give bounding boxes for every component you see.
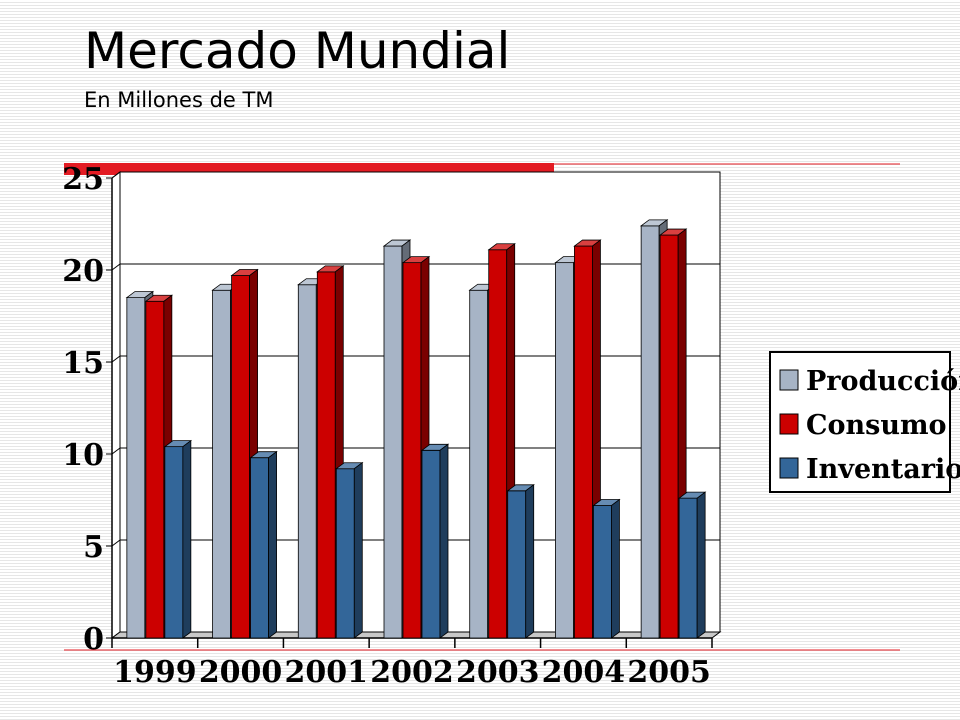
bar-front <box>402 262 422 639</box>
y-tick-label: 20 <box>62 254 104 289</box>
bar-front <box>383 245 403 639</box>
bar-front <box>212 289 231 639</box>
y-tick-label: 5 <box>83 530 104 565</box>
legend-label: Producción <box>806 366 960 397</box>
x-tick-label: 1999 <box>113 655 197 690</box>
legend: Producción Consumo Inventarios <box>769 351 960 493</box>
y-tick-label: 0 <box>83 622 104 657</box>
gridline-side <box>111 263 121 271</box>
gridline-side <box>111 355 121 363</box>
legend-box <box>769 351 951 493</box>
legend-label: Inventarios <box>806 454 960 485</box>
bar-side <box>525 483 535 639</box>
gridline-side <box>111 539 121 547</box>
bar-side <box>182 439 192 639</box>
bar-front <box>507 490 527 639</box>
x-tick-label: 2002 <box>370 655 454 690</box>
gridline-side <box>111 447 121 455</box>
bar-inventarios-2003 <box>506 483 535 639</box>
bar-front <box>678 497 698 639</box>
legend-swatch <box>779 369 799 391</box>
legend-swatch <box>779 457 799 479</box>
bar-front <box>231 275 250 639</box>
bar-consumo-2005 <box>658 228 688 639</box>
bar-front <box>421 449 441 639</box>
y-tick-label: 25 <box>62 162 104 197</box>
bar-front <box>297 284 317 639</box>
bar-inventarios-2004 <box>592 498 621 639</box>
bar-consumo-2002 <box>401 255 431 639</box>
bar-front <box>335 468 355 639</box>
bar-front <box>316 271 336 639</box>
x-axis: 1999 2000 2001 2002 2003 2004 2005 <box>111 637 713 690</box>
y-axis: 0 5 10 15 20 25 <box>62 162 113 657</box>
x-tick-label: 2003 <box>456 655 540 690</box>
x-tick-label: 2000 <box>199 655 283 690</box>
y-tick-label: 15 <box>62 346 104 381</box>
bar-inventarios-2000 <box>249 450 278 639</box>
bar-front <box>164 446 184 639</box>
page-title: Mercado Mundial <box>84 22 511 80</box>
bar-front <box>555 262 574 639</box>
bar-front <box>250 457 269 639</box>
gridline-side <box>111 171 121 179</box>
bars <box>125 219 707 639</box>
bar-inventarios-2005 <box>677 491 707 639</box>
bar-front <box>145 300 165 639</box>
bar-front <box>659 234 679 639</box>
page-subtitle: En Millones de TM <box>84 88 274 112</box>
bar-inventarios-2002 <box>420 443 450 639</box>
bar-side <box>353 461 363 639</box>
bar-inventarios-1999 <box>163 439 193 639</box>
bar-side <box>696 491 706 639</box>
y-tick-label: 10 <box>62 438 104 473</box>
bar-side <box>439 443 449 639</box>
bar-front <box>640 225 660 639</box>
bar-side <box>268 450 277 639</box>
x-tick-label: 2005 <box>627 655 711 690</box>
bar-front <box>126 297 146 639</box>
bar-front <box>469 289 489 639</box>
bar-front <box>574 245 593 639</box>
bar-front <box>593 505 612 639</box>
legend-swatch <box>779 413 799 435</box>
bar-side <box>611 498 620 639</box>
x-tick-label: 2001 <box>285 655 369 690</box>
plot-side-wall <box>111 171 121 639</box>
bar-inventarios-2001 <box>335 461 364 639</box>
bar-front <box>488 249 508 639</box>
legend-label: Consumo <box>806 410 947 441</box>
x-tick-label: 2004 <box>542 655 626 690</box>
